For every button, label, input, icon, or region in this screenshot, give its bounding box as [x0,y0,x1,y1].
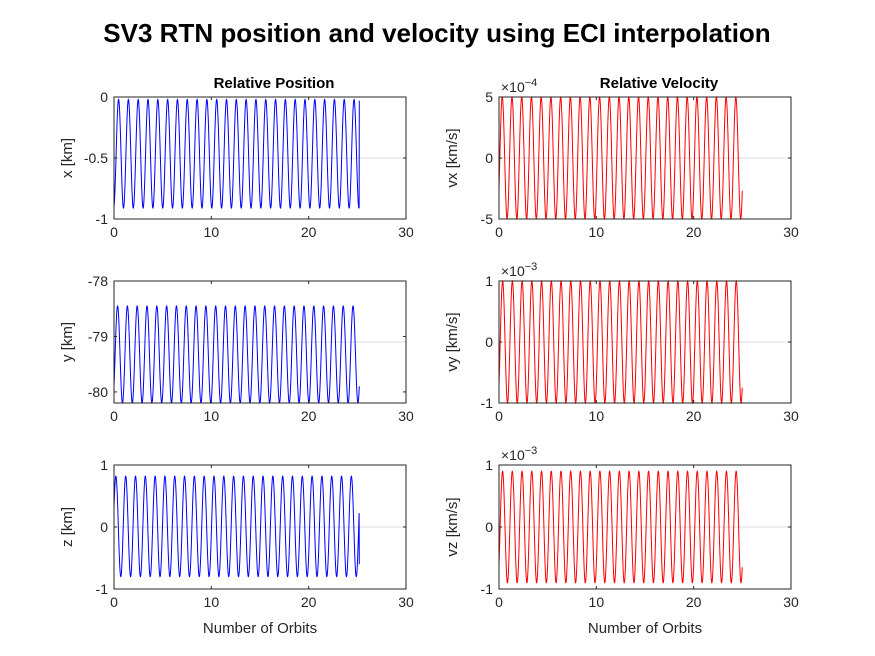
y-axis-label: z [km] [59,507,76,547]
y-tick-label: 0 [100,89,108,105]
y-tick-label: 0 [485,334,493,350]
series-line [113,98,360,209]
x-tick-label: 10 [204,408,220,424]
y-tick-label: 0 [485,519,493,535]
series-line [498,279,743,405]
y-axis-label: x [km] [59,138,76,178]
x-tick-label: 0 [110,224,118,240]
x-tick-label: 10 [589,224,605,240]
y-tick-label: 0 [100,519,108,535]
series-line [113,305,360,404]
x-tick-label: 0 [495,408,503,424]
x-tick-label: 30 [398,408,414,424]
x-tick-label: 0 [495,594,503,610]
y-axis-label: vx [km/s] [444,128,461,187]
y-tick-label: 1 [485,273,493,289]
series-line [113,475,360,578]
x-axis-label: Number of Orbits [588,620,702,637]
x-tick-label: 10 [589,408,605,424]
y-tick-label: 5 [485,89,493,105]
figure-title: SV3 RTN position and velocity using ECI … [103,18,770,48]
y-tick-label: -1 [96,211,109,227]
x-tick-label: 20 [686,224,702,240]
y-tick-label: -79 [88,328,108,344]
y-axis-label: vz [km/s] [444,497,461,556]
y-tick-label: 0 [485,150,493,166]
axes-frame [113,280,407,404]
y-tick-label: -5 [481,211,494,227]
x-tick-label: 20 [301,224,317,240]
subplot-title: Relative Velocity [600,75,719,92]
x-tick-label: 20 [301,594,317,610]
subplot-title: Relative Position [214,75,335,92]
x-tick-label: 10 [204,594,220,610]
x-tick-label: 20 [686,408,702,424]
x-tick-label: 20 [686,594,702,610]
x-tick-label: 10 [204,224,220,240]
y-tick-label: -80 [88,384,108,400]
y-tick-label: -1 [481,581,494,597]
y-tick-label: -1 [96,581,109,597]
axis-exponent: ×10−4 [501,77,537,95]
x-tick-label: 20 [301,408,317,424]
y-axis-label: y [km] [59,322,76,362]
x-tick-label: 0 [110,408,118,424]
y-tick-label: -1 [481,395,494,411]
y-tick-label: 1 [485,457,493,473]
x-tick-label: 30 [398,224,414,240]
x-tick-label: 0 [495,224,503,240]
y-axis-label: vy [km/s] [444,312,461,371]
axis-exponent: ×10−3 [501,261,537,279]
x-tick-label: 30 [783,594,799,610]
y-tick-label: -0.5 [84,150,108,166]
x-tick-label: 30 [783,408,799,424]
series-line [498,470,743,584]
x-tick-label: 30 [398,594,414,610]
subplot-3: 0 10 20 30 -78 -79 -80 y [km] [59,273,414,424]
x-axis-label: Number of Orbits [203,620,317,637]
y-tick-label: -78 [88,273,108,289]
subplot-1: 0 10 20 30 0 -0.5 -1 x [km] Relative Position [59,75,414,240]
axis-exponent: ×10−3 [501,445,537,463]
y-tick-label: 1 [100,457,108,473]
x-tick-label: 30 [783,224,799,240]
x-tick-label: 0 [110,594,118,610]
x-tick-label: 10 [589,594,605,610]
